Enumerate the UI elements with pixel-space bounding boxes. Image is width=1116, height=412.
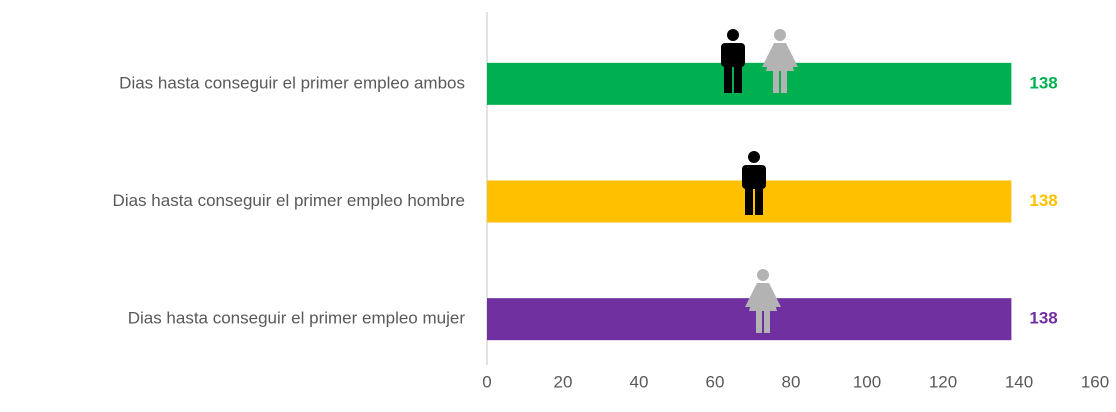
y-tick-label: Dias hasta conseguir el primer empleo mu… xyxy=(128,309,466,328)
x-tick-label: 120 xyxy=(929,372,957,391)
y-tick-label: Dias hasta conseguir el primer empleo am… xyxy=(119,73,465,92)
x-tick-label: 80 xyxy=(782,372,801,391)
x-tick-label: 0 xyxy=(482,372,491,391)
value-label: 138 xyxy=(1029,73,1057,92)
x-tick-label: 100 xyxy=(853,372,881,391)
value-label: 138 xyxy=(1029,191,1057,210)
x-tick-label: 20 xyxy=(554,372,573,391)
x-tick-label: 140 xyxy=(1005,372,1033,391)
x-tick-label: 160 xyxy=(1081,372,1109,391)
x-tick-label: 60 xyxy=(706,372,725,391)
x-tick-label: 40 xyxy=(630,372,649,391)
value-label: 138 xyxy=(1029,309,1057,328)
bar xyxy=(487,62,1012,105)
y-tick-label: Dias hasta conseguir el primer empleo ho… xyxy=(113,191,465,210)
